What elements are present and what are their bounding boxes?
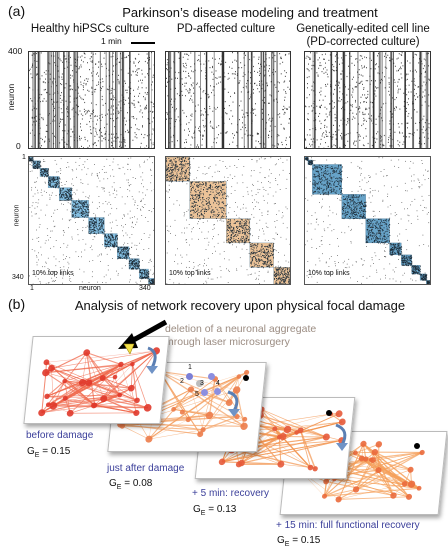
ablated-node-label-2: 2 [180, 378, 184, 385]
connectivity-matrix-healthy [28, 156, 155, 285]
raster-spikes [166, 52, 291, 150]
panel-b-title: Analysis of network recovery upon physic… [74, 298, 406, 313]
raster-plot-corrected [304, 51, 431, 149]
panel-a-title: Parkinson’s disease modeling and treatme… [122, 5, 378, 20]
matrix-x-tick-right: 340 [139, 285, 151, 292]
raster-y-tick-bottom: 0 [16, 141, 21, 151]
stage-label-5min: + 5 min: recovery [192, 488, 269, 499]
raster-plot-healthy [28, 51, 155, 150]
scale-bar [131, 42, 155, 44]
stage-label-after-damage: just after damage [107, 463, 185, 474]
ge-value-5min: GE = 0.13 [193, 504, 237, 517]
column-subtitle-corrected: (PD-corrected culture) [306, 36, 420, 48]
ablated-node-icon-2 [196, 380, 203, 387]
network-graph [38, 347, 161, 417]
column-title-healthy: Healthy hiPSCs culture [30, 23, 150, 35]
matrix-note-healthy: 10% top links [32, 270, 74, 277]
column-title-corrected: Genetically-edited cell line [296, 23, 430, 35]
raster-y-tick-top: 400 [8, 46, 23, 56]
reference-node-icon-1 [243, 375, 249, 381]
network-card-before-damage [23, 336, 170, 424]
ablated-node-label-3: 3 [200, 380, 204, 387]
matrix-note-pd: 10% top links [169, 270, 211, 277]
raster-spikes [29, 52, 155, 150]
ablated-node-label-1: 1 [188, 364, 192, 371]
panel-a-letter: (a) [8, 3, 26, 19]
column-title-pd: PD-affected culture [176, 23, 276, 35]
matrix-links [165, 156, 291, 285]
matrix-y-tick-bottom: 340 [12, 274, 24, 281]
matrix-y-label: neuron [13, 204, 21, 227]
stage-label-15min: + 15 min: full functional recovery [276, 520, 420, 531]
connectivity-matrix-corrected [304, 156, 431, 285]
matrix-x-label: neuron [79, 285, 101, 292]
damage-annotation-line2: through laser microsurgery [165, 336, 290, 348]
raster-plot-pd [165, 51, 291, 150]
stage-label-before: before damage [26, 430, 94, 441]
ge-value-15min: GE = 0.15 [277, 535, 321, 548]
raster-spikes [305, 52, 431, 149]
ablated-node-label-4: 4 [216, 380, 220, 387]
ge-value-before: GE = 0.15 [27, 446, 71, 459]
ablated-node-icon-1 [186, 373, 193, 380]
matrix-links [28, 156, 155, 285]
network-card-15min [279, 431, 448, 515]
connectivity-matrix-pd [165, 156, 291, 285]
damage-annotation-line1: deletion of a neuronal aggregate [165, 323, 317, 335]
ablated-node-icon-4 [214, 388, 221, 395]
reference-node-icon-2 [326, 410, 332, 416]
ge-value-after-damage: GE = 0.08 [109, 478, 153, 491]
ablated-node-icon-3 [201, 389, 208, 396]
scale-bar-label: 1 min [101, 36, 122, 46]
reference-node-icon-3 [414, 443, 420, 449]
matrix-note-corrected: 10% top links [308, 270, 350, 277]
raster-y-label: neuron [6, 83, 17, 111]
panel-b-letter: (b) [8, 296, 26, 312]
matrix-y-tick-top: 1 [22, 154, 26, 161]
network-graph [298, 440, 425, 503]
matrix-links [304, 156, 431, 285]
ablated-node-icon-5 [208, 373, 215, 380]
ablated-node-label-5: 5 [195, 391, 199, 398]
matrix-x-tick-left: 1 [30, 285, 34, 292]
